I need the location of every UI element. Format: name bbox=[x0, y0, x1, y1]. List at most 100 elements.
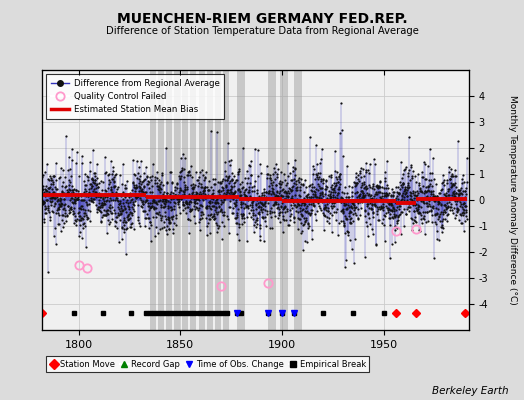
Point bbox=[60, 202, 69, 208]
Point bbox=[288, 184, 296, 190]
Point bbox=[259, 186, 268, 192]
Point bbox=[71, 200, 80, 206]
Point bbox=[419, 174, 428, 180]
Point bbox=[402, 189, 410, 195]
Point bbox=[395, 205, 403, 212]
Point bbox=[97, 194, 105, 200]
Point bbox=[289, 182, 297, 189]
Point bbox=[86, 191, 94, 198]
Point bbox=[191, 182, 199, 188]
Point bbox=[120, 217, 128, 223]
Point bbox=[75, 173, 83, 179]
Point bbox=[81, 207, 89, 214]
Point bbox=[180, 174, 188, 180]
Point bbox=[454, 187, 462, 193]
Point bbox=[327, 184, 335, 191]
Point bbox=[394, 184, 402, 191]
Point bbox=[70, 210, 78, 216]
Point bbox=[452, 183, 460, 190]
Point bbox=[216, 191, 224, 198]
Point bbox=[184, 204, 192, 210]
Point bbox=[57, 196, 66, 202]
Point bbox=[140, 176, 148, 183]
Point bbox=[111, 222, 119, 229]
Point bbox=[276, 219, 285, 225]
Point bbox=[105, 178, 114, 185]
Point bbox=[257, 204, 265, 210]
Point bbox=[116, 205, 125, 211]
Point bbox=[160, 189, 169, 196]
Point bbox=[158, 170, 166, 176]
Point bbox=[135, 183, 143, 190]
Point bbox=[340, 202, 348, 208]
Point bbox=[332, 174, 341, 180]
Point bbox=[239, 210, 248, 217]
Point bbox=[180, 191, 188, 198]
Point bbox=[53, 206, 62, 212]
Point bbox=[277, 203, 285, 209]
Point bbox=[321, 190, 329, 197]
Point bbox=[379, 206, 387, 213]
Point bbox=[215, 188, 223, 195]
Point bbox=[316, 184, 324, 191]
Point bbox=[322, 186, 331, 192]
Point bbox=[307, 210, 315, 216]
Point bbox=[361, 254, 369, 260]
Point bbox=[392, 200, 400, 206]
Point bbox=[388, 208, 396, 214]
Point bbox=[386, 207, 394, 214]
Point bbox=[154, 183, 162, 189]
Point bbox=[359, 179, 368, 186]
Point bbox=[362, 169, 370, 175]
Point bbox=[430, 192, 438, 199]
Point bbox=[278, 179, 287, 185]
Point bbox=[362, 186, 370, 192]
Point bbox=[452, 198, 461, 204]
Point bbox=[261, 200, 270, 206]
Point bbox=[75, 229, 84, 236]
Point bbox=[151, 177, 160, 183]
Point bbox=[374, 216, 382, 223]
Point bbox=[252, 224, 260, 230]
Point bbox=[290, 202, 299, 208]
Point bbox=[51, 195, 59, 201]
Point bbox=[440, 176, 449, 183]
Point bbox=[218, 209, 226, 216]
Point bbox=[199, 211, 208, 217]
Point bbox=[321, 176, 330, 183]
Point bbox=[403, 180, 412, 187]
Point bbox=[153, 183, 161, 189]
Point bbox=[347, 202, 355, 209]
Point bbox=[431, 180, 440, 187]
Point bbox=[196, 184, 205, 190]
Point bbox=[355, 193, 363, 199]
Point bbox=[455, 188, 463, 194]
Point bbox=[434, 200, 442, 207]
Point bbox=[351, 236, 359, 242]
Point bbox=[235, 181, 244, 187]
Point bbox=[66, 166, 74, 172]
Point bbox=[441, 192, 449, 198]
Point bbox=[172, 193, 180, 199]
Point bbox=[447, 183, 456, 189]
Point bbox=[331, 194, 340, 200]
Point bbox=[251, 212, 259, 218]
Point bbox=[102, 212, 111, 218]
Point bbox=[182, 199, 190, 205]
Point bbox=[138, 186, 146, 192]
Point bbox=[92, 194, 100, 200]
Point bbox=[146, 176, 155, 183]
Point bbox=[132, 184, 140, 190]
Point bbox=[103, 185, 112, 191]
Point bbox=[195, 191, 203, 197]
Point bbox=[436, 196, 444, 202]
Point bbox=[356, 199, 365, 206]
Point bbox=[407, 164, 415, 170]
Point bbox=[70, 217, 79, 223]
Point bbox=[423, 163, 432, 169]
Point bbox=[55, 212, 63, 218]
Point bbox=[272, 174, 281, 181]
Point bbox=[50, 233, 59, 239]
Point bbox=[309, 202, 318, 208]
Point bbox=[461, 194, 470, 200]
